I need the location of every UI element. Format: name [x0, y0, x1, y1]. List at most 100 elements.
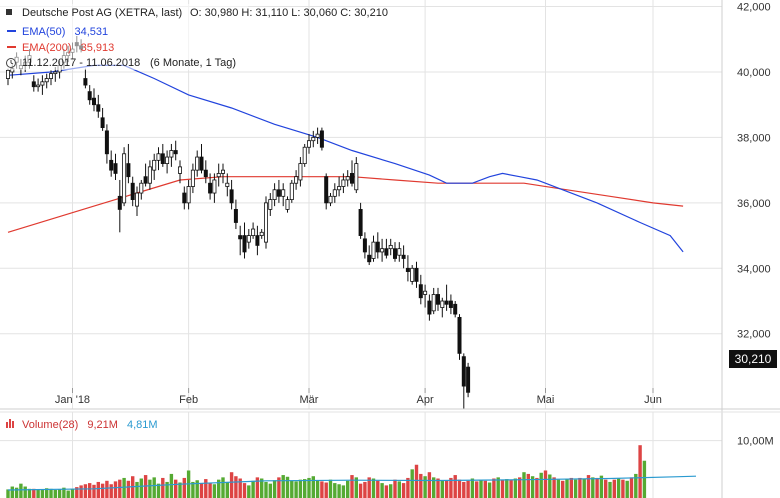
volume-bar — [27, 488, 32, 498]
volume-bar — [45, 488, 49, 498]
volume-bar — [621, 479, 625, 498]
volume-bar — [62, 487, 66, 498]
price-tick-label: 38,000 — [737, 132, 771, 144]
volume-bar — [513, 478, 518, 498]
volume-tick-label: 10,00M — [737, 436, 774, 448]
candle-body — [268, 199, 273, 210]
volume-bar — [182, 477, 186, 498]
candle-body — [203, 169, 208, 178]
volume-bar — [311, 476, 315, 498]
volume-bar — [466, 480, 470, 498]
candle-body — [315, 133, 320, 138]
volume-average-value: 4,81M — [127, 419, 158, 431]
volume-bar — [530, 476, 535, 498]
ema200-legend-label: EMA(200) 35,913 — [22, 42, 114, 54]
volume-bar — [320, 481, 324, 498]
volume-bar — [251, 480, 255, 498]
ema200-line-group — [7, 176, 684, 233]
volume-bar — [453, 475, 457, 498]
date-tick-label: Apr — [417, 394, 434, 406]
volume-bar — [569, 477, 573, 498]
volume-bar — [539, 472, 543, 498]
volume-bar — [483, 480, 487, 498]
candle-body — [238, 235, 243, 240]
volume-bar — [354, 477, 358, 498]
volume-bar — [363, 481, 367, 498]
candle-body — [199, 156, 204, 171]
volume-bar — [548, 474, 552, 498]
volume-bar — [272, 480, 277, 498]
price-tick-label: 34,000 — [737, 263, 771, 275]
volume-bar — [341, 485, 346, 498]
volume-bar — [303, 479, 307, 498]
candle-body — [466, 366, 471, 393]
candle-body — [122, 153, 127, 204]
candle-body — [139, 182, 144, 194]
candle-body — [332, 189, 337, 197]
volume-bar — [522, 472, 526, 498]
volume-bar — [358, 483, 363, 498]
volume-bar — [410, 469, 414, 498]
volume-bar — [57, 489, 62, 498]
candle-body — [358, 209, 363, 236]
volume-bar — [475, 481, 479, 498]
candle-body — [225, 182, 230, 187]
volume-bar — [83, 484, 88, 498]
volume-legend-text: Volume(28) 9,21M 4,81M — [22, 419, 158, 431]
volume-bar — [32, 488, 36, 498]
volume-bar — [281, 475, 285, 498]
candle-body — [36, 84, 41, 88]
volume-label: Volume(28) — [22, 419, 78, 431]
volume-bar — [401, 483, 406, 498]
volume-bar — [135, 481, 139, 498]
volume-bar — [178, 482, 182, 498]
volume-bar — [161, 477, 165, 498]
volume-icon-bar3 — [12, 421, 14, 428]
candle-body — [190, 169, 195, 187]
candle-body — [126, 163, 131, 178]
candle-body — [380, 248, 385, 253]
volume-bar — [294, 481, 298, 498]
volume-bar — [457, 479, 462, 498]
candle-body — [388, 244, 393, 250]
candle-body — [444, 300, 449, 305]
volume-bar — [156, 483, 161, 498]
candle-body — [401, 254, 406, 259]
volume-bar — [638, 445, 642, 498]
volume-legend: Volume(28) 9,21M 4,81M — [6, 419, 158, 431]
volume-average-group — [7, 475, 697, 491]
candle-body — [160, 153, 165, 164]
last-price-tag: 30,210 — [729, 350, 777, 368]
volume-bar — [367, 477, 371, 498]
volume-bar — [500, 479, 505, 498]
volume-bar — [535, 477, 539, 498]
volume-bar — [75, 487, 79, 498]
volume-bar — [23, 486, 27, 498]
volume-bar — [616, 478, 621, 498]
volume-bar — [608, 481, 612, 498]
candle-body — [242, 235, 247, 253]
ema50-line-group — [7, 64, 684, 253]
candle-body — [233, 209, 238, 223]
candle-body — [302, 146, 307, 165]
candle-body — [212, 179, 217, 194]
volume-bar — [612, 479, 616, 498]
candle-body — [276, 189, 281, 197]
volume-bar — [328, 479, 333, 498]
candle-body — [281, 189, 286, 197]
volume-bar — [599, 475, 604, 498]
candle-body — [414, 267, 419, 282]
candle-body — [117, 195, 122, 210]
volume-icon — [6, 422, 8, 428]
candle-body — [83, 78, 88, 86]
candle-body — [272, 189, 277, 200]
volume-bar — [174, 479, 178, 498]
ema50-line — [7, 64, 684, 253]
volume-bar — [79, 485, 83, 498]
candle-body — [44, 78, 49, 83]
candle-body — [49, 73, 54, 79]
volume-bar — [268, 483, 272, 498]
candle-body — [53, 71, 58, 75]
volume-bar — [496, 477, 500, 498]
